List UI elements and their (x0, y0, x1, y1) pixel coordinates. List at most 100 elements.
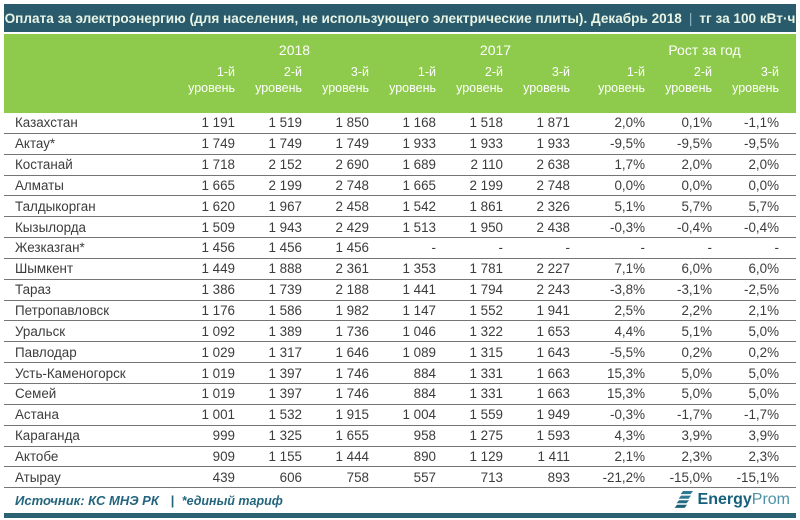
value-cell: 5,1% (614, 198, 645, 214)
value-cell: 1 643 (536, 344, 570, 360)
value-cell: 439 (212, 469, 235, 485)
value-cell: 1 322 (469, 323, 503, 339)
level-line2: уровень (322, 81, 369, 95)
value-cell: 1 019 (201, 386, 235, 402)
value-cell: 1 147 (402, 303, 436, 319)
value-cell: 4,4% (614, 323, 645, 339)
table-row: Талдыкорган 1 620 1 967 2 458 1 542 1 861 2 32… (4, 196, 796, 218)
value-cell: 2,0% (748, 157, 779, 173)
table-header: 2018 2017 Рост за год 1-й уровень 2-й урове… (4, 34, 796, 113)
level-line1: 1-й (626, 65, 645, 79)
table-row: Жезказган* 1 456 1 456 1 456 - - - - - - (4, 238, 796, 259)
value-cell: 2,3% (681, 448, 712, 464)
value-cell: 2,1% (748, 303, 779, 319)
value-cell: 1 794 (469, 282, 503, 298)
table-row: Усть-Каменогорск 1 019 1 397 1 746 884 1 331 1… (4, 363, 796, 384)
value-cell: 1 749 (268, 136, 302, 152)
value-cell: 713 (480, 469, 503, 485)
value-cell: 1 850 (335, 115, 369, 131)
value-cell: 1 967 (268, 198, 302, 214)
value-cell: 758 (346, 469, 369, 485)
level-line1: 1-й (216, 65, 235, 79)
value-cell: - (774, 240, 779, 256)
value-cell: 890 (413, 448, 436, 464)
value-cell: 2 638 (536, 157, 570, 173)
value-cell: 1 646 (335, 344, 369, 360)
name-column-spacer (4, 42, 168, 58)
energyprom-e-icon (674, 491, 693, 508)
value-cell: 1 004 (402, 407, 436, 423)
level-line1: 3-й (551, 65, 570, 79)
value-cell: 2,2% (681, 303, 712, 319)
value-cell: 1 949 (536, 407, 570, 423)
level-line2: уровень (732, 81, 779, 95)
value-cell: 3,9% (681, 428, 712, 444)
value-cell: - (498, 240, 503, 256)
value-cell: 1 092 (201, 323, 235, 339)
footer: Источник: КС МНЭ РК | *единый тариф Ener… (4, 489, 796, 511)
value-cell: 2 361 (335, 261, 369, 277)
value-cell: 6,0% (681, 261, 712, 277)
value-cell: 1 089 (402, 344, 436, 360)
table-row: Павлодар 1 029 1 317 1 646 1 089 1 315 1 643 -5… (4, 342, 796, 364)
value-cell: 1 456 (335, 240, 369, 256)
value-cell: 1 593 (536, 428, 570, 444)
city-name: Семей (15, 386, 57, 402)
value-cell: 1 411 (537, 448, 570, 464)
value-cell: 4,3% (614, 428, 645, 444)
table-row: Актобе 909 1 155 1 444 890 1 129 1 411 2,1% 2,3%… (4, 447, 796, 468)
title-unit: тг за 100 кВт·ч (699, 10, 796, 26)
value-cell: -2,5% (744, 282, 779, 298)
value-cell: 2,5% (614, 303, 645, 319)
value-cell: 5,0% (681, 386, 712, 402)
level-header: 3-й уровень (503, 64, 570, 96)
value-cell: 1 389 (268, 323, 302, 339)
value-cell: -3,8% (610, 282, 645, 298)
table-body: Казахстан 1 191 1 519 1 850 1 168 1 518 1 871 2… (4, 113, 796, 489)
value-cell: - (640, 240, 645, 256)
value-cell: 1 046 (402, 323, 436, 339)
value-cell: 1 386 (201, 282, 235, 298)
source-note: Источник: КС МНЭ РК | *единый тариф (4, 493, 283, 508)
value-cell: 1 718 (201, 157, 235, 173)
value-cell: 2 429 (335, 219, 369, 235)
city-name: Жезказган* (15, 240, 85, 256)
value-cell: 5,0% (748, 386, 779, 402)
value-cell: 1 315 (469, 344, 503, 360)
value-cell: - (565, 240, 570, 256)
value-cell: 1 586 (268, 303, 302, 319)
value-cell: 1 950 (469, 219, 503, 235)
value-cell: 1 552 (469, 303, 503, 319)
level-header: 1-й уровень (168, 64, 235, 96)
table-row: Астана 1 001 1 532 1 915 1 004 1 559 1 949 -0,3… (4, 405, 796, 426)
city-name: Тараз (15, 282, 51, 298)
value-cell: 6,0% (748, 261, 779, 277)
value-cell: 1 397 (268, 386, 302, 402)
value-cell: 1 736 (335, 323, 369, 339)
value-cell: 1 915 (335, 407, 369, 423)
value-cell: 2 438 (536, 219, 570, 235)
value-cell: 1 155 (268, 448, 302, 464)
value-cell: 1 191 (201, 115, 235, 131)
value-cell: 1 665 (201, 177, 235, 193)
value-cell: 606 (279, 469, 302, 485)
value-cell: 909 (212, 448, 235, 464)
value-cell: 0,1% (681, 115, 712, 131)
city-name: Астана (15, 407, 59, 423)
value-cell: 1 655 (335, 428, 369, 444)
value-cell: 1 444 (335, 448, 369, 464)
value-cell: 2 199 (268, 177, 302, 193)
value-cell: 2,0% (614, 115, 645, 131)
value-cell: 5,7% (748, 198, 779, 214)
value-cell: 1 331 (469, 386, 503, 402)
value-cell: -5,5% (610, 344, 645, 360)
city-name: Кызылорда (15, 219, 87, 235)
value-cell: 1 663 (536, 386, 570, 402)
table-row: Алматы 1 665 2 199 2 748 1 665 2 199 2 748 0,0%… (4, 176, 796, 197)
city-name: Атырау (15, 469, 61, 485)
value-cell: 7,1% (614, 261, 645, 277)
value-cell: 1 665 (402, 177, 436, 193)
value-cell: -1,7% (744, 407, 779, 423)
source-text: Источник: КС МНЭ РК (15, 492, 159, 508)
level-line2: уровень (188, 81, 235, 95)
